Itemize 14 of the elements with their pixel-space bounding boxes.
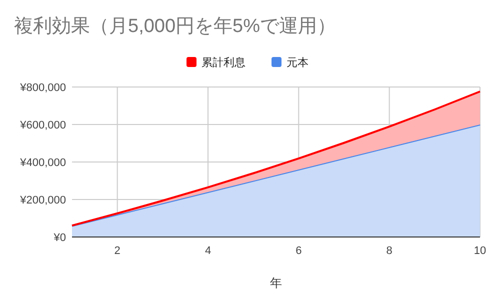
x-axis-title: 年 [270,276,282,290]
y-tick-label: ¥600,000 [19,120,66,132]
y-tick-label: ¥800,000 [19,82,66,94]
y-tick-label: ¥200,000 [19,194,66,206]
x-tick-label: 10 [474,245,486,257]
y-tick-label: ¥0 [52,232,66,244]
legend-label: 元本 [286,56,308,69]
x-tick-label: 8 [386,245,392,257]
x-tick-label: 6 [296,245,302,257]
x-tick-label: 4 [204,245,212,257]
x-tick-label: 2 [114,245,120,257]
y-tick-label: ¥400,000 [19,157,66,169]
legend-label: 累計利息 [202,56,246,69]
chart-title: 複利効果（月5,000円を年5%で運用） [14,16,336,37]
